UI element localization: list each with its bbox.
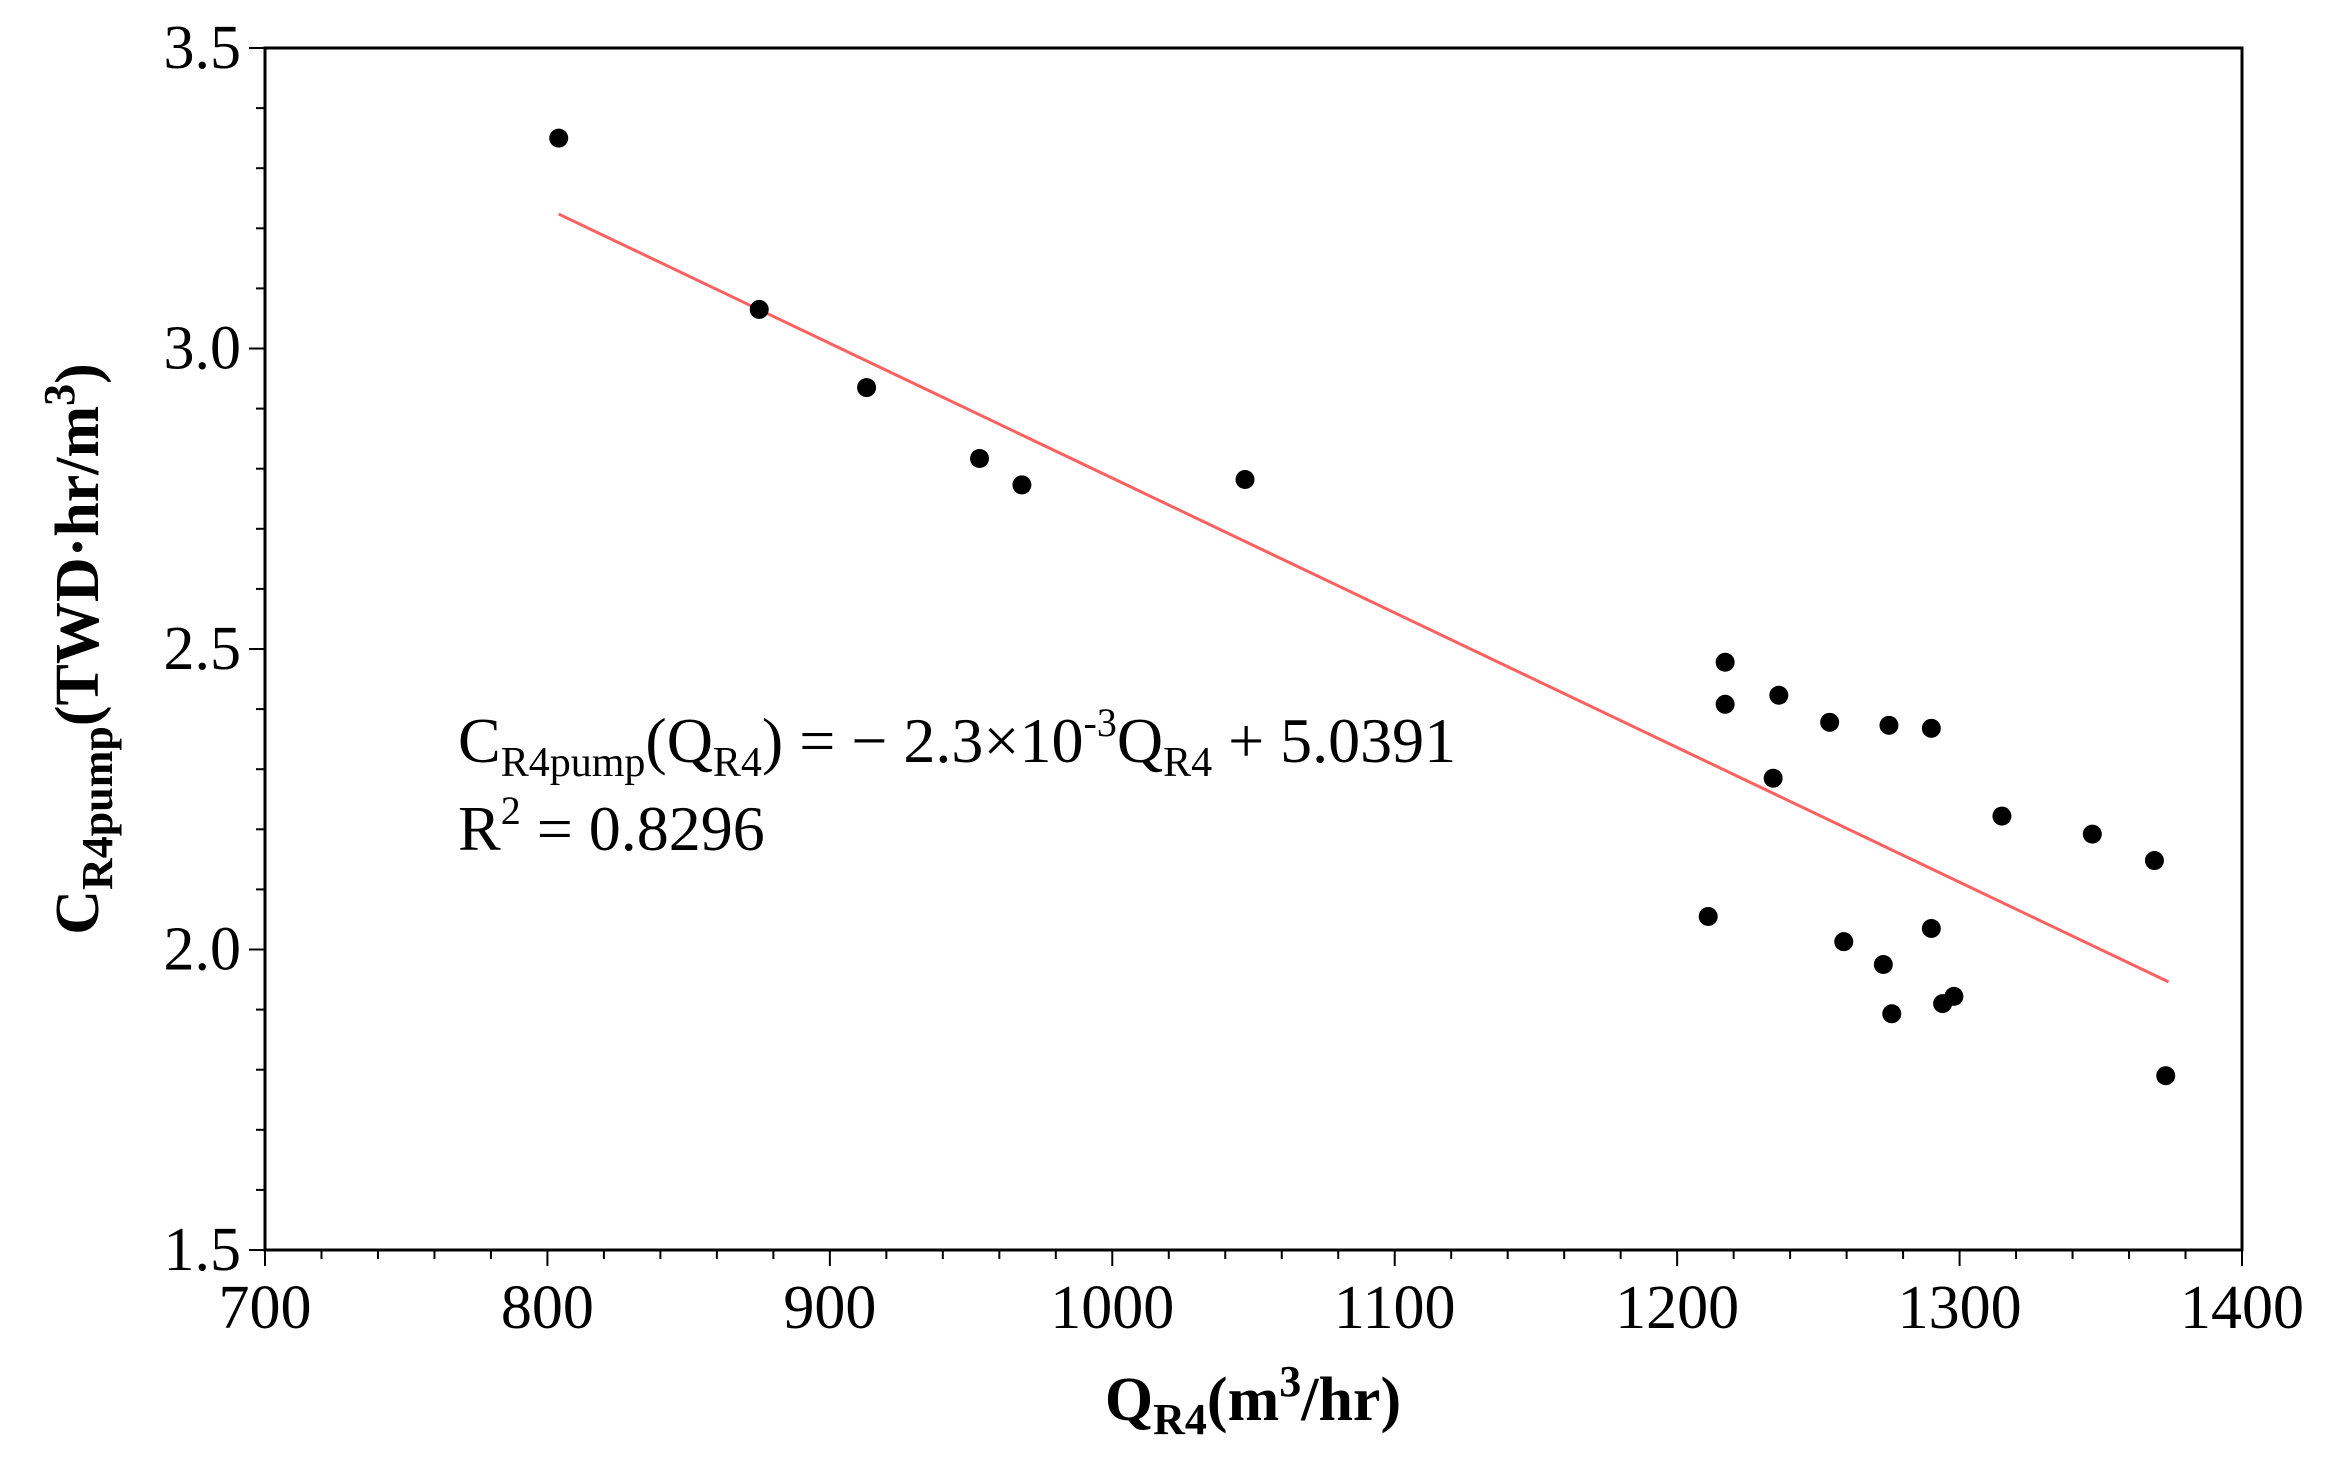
x-tick-label: 900 bbox=[783, 1274, 876, 1342]
tick-labels: 700 800 900 1000 1100 1200 1300 1400 1.5 2.0 2.5 3.… bbox=[164, 14, 2305, 1342]
data-point bbox=[1763, 768, 1783, 788]
x-tick-label: 1400 bbox=[2180, 1274, 2304, 1342]
x-tick-label: 1100 bbox=[1334, 1274, 1456, 1342]
data-point bbox=[970, 448, 990, 468]
data-point bbox=[1882, 1004, 1902, 1024]
data-point bbox=[1944, 986, 1964, 1006]
x-tick-label: 700 bbox=[219, 1274, 312, 1342]
data-point bbox=[1012, 475, 1032, 495]
fit-line-group bbox=[558, 212, 2170, 984]
x-tick-label: 800 bbox=[501, 1274, 594, 1342]
x-axis-title: QR4(m3/hr) bbox=[1105, 1357, 1401, 1444]
data-point bbox=[1879, 715, 1899, 735]
y-tick-label: 3.0 bbox=[164, 315, 242, 383]
y-tick-label: 3.5 bbox=[164, 14, 242, 82]
regression-equation: CR4pump(QR4) = − 2.3×10-3QR4 + 5.0391 bbox=[458, 700, 1456, 786]
data-point bbox=[1820, 712, 1840, 732]
data-point bbox=[1715, 652, 1735, 672]
x-tick-label: 1200 bbox=[1615, 1274, 1739, 1342]
data-point bbox=[1834, 932, 1854, 952]
data-point bbox=[2144, 851, 2164, 871]
y-tick-label: 2.0 bbox=[164, 916, 242, 984]
y-axis-title: CR4pump(TWD·hr/m3) bbox=[35, 363, 122, 935]
data-points bbox=[549, 128, 2176, 1086]
data-point bbox=[2082, 824, 2102, 844]
x-tick-label: 1300 bbox=[1898, 1274, 2022, 1342]
data-point bbox=[1769, 685, 1789, 705]
y-tick-label: 2.5 bbox=[164, 615, 242, 683]
data-point bbox=[1921, 718, 1941, 738]
axis-ticks bbox=[249, 47, 2243, 1266]
r-squared: R2 = 0.8296 bbox=[458, 788, 765, 864]
data-point bbox=[749, 299, 769, 319]
data-point bbox=[1873, 955, 1893, 975]
data-point bbox=[1698, 906, 1718, 926]
data-point bbox=[1921, 918, 1941, 938]
plot-frame bbox=[263, 46, 2244, 1252]
regression-line bbox=[558, 212, 2170, 984]
data-point bbox=[549, 128, 569, 148]
data-point bbox=[1992, 806, 2012, 826]
data-point bbox=[2156, 1066, 2176, 1086]
x-tick-label: 1000 bbox=[1050, 1274, 1174, 1342]
data-point bbox=[1235, 470, 1255, 490]
data-point bbox=[857, 378, 877, 398]
data-point bbox=[1715, 694, 1735, 714]
y-tick-label: 1.5 bbox=[164, 1216, 242, 1284]
